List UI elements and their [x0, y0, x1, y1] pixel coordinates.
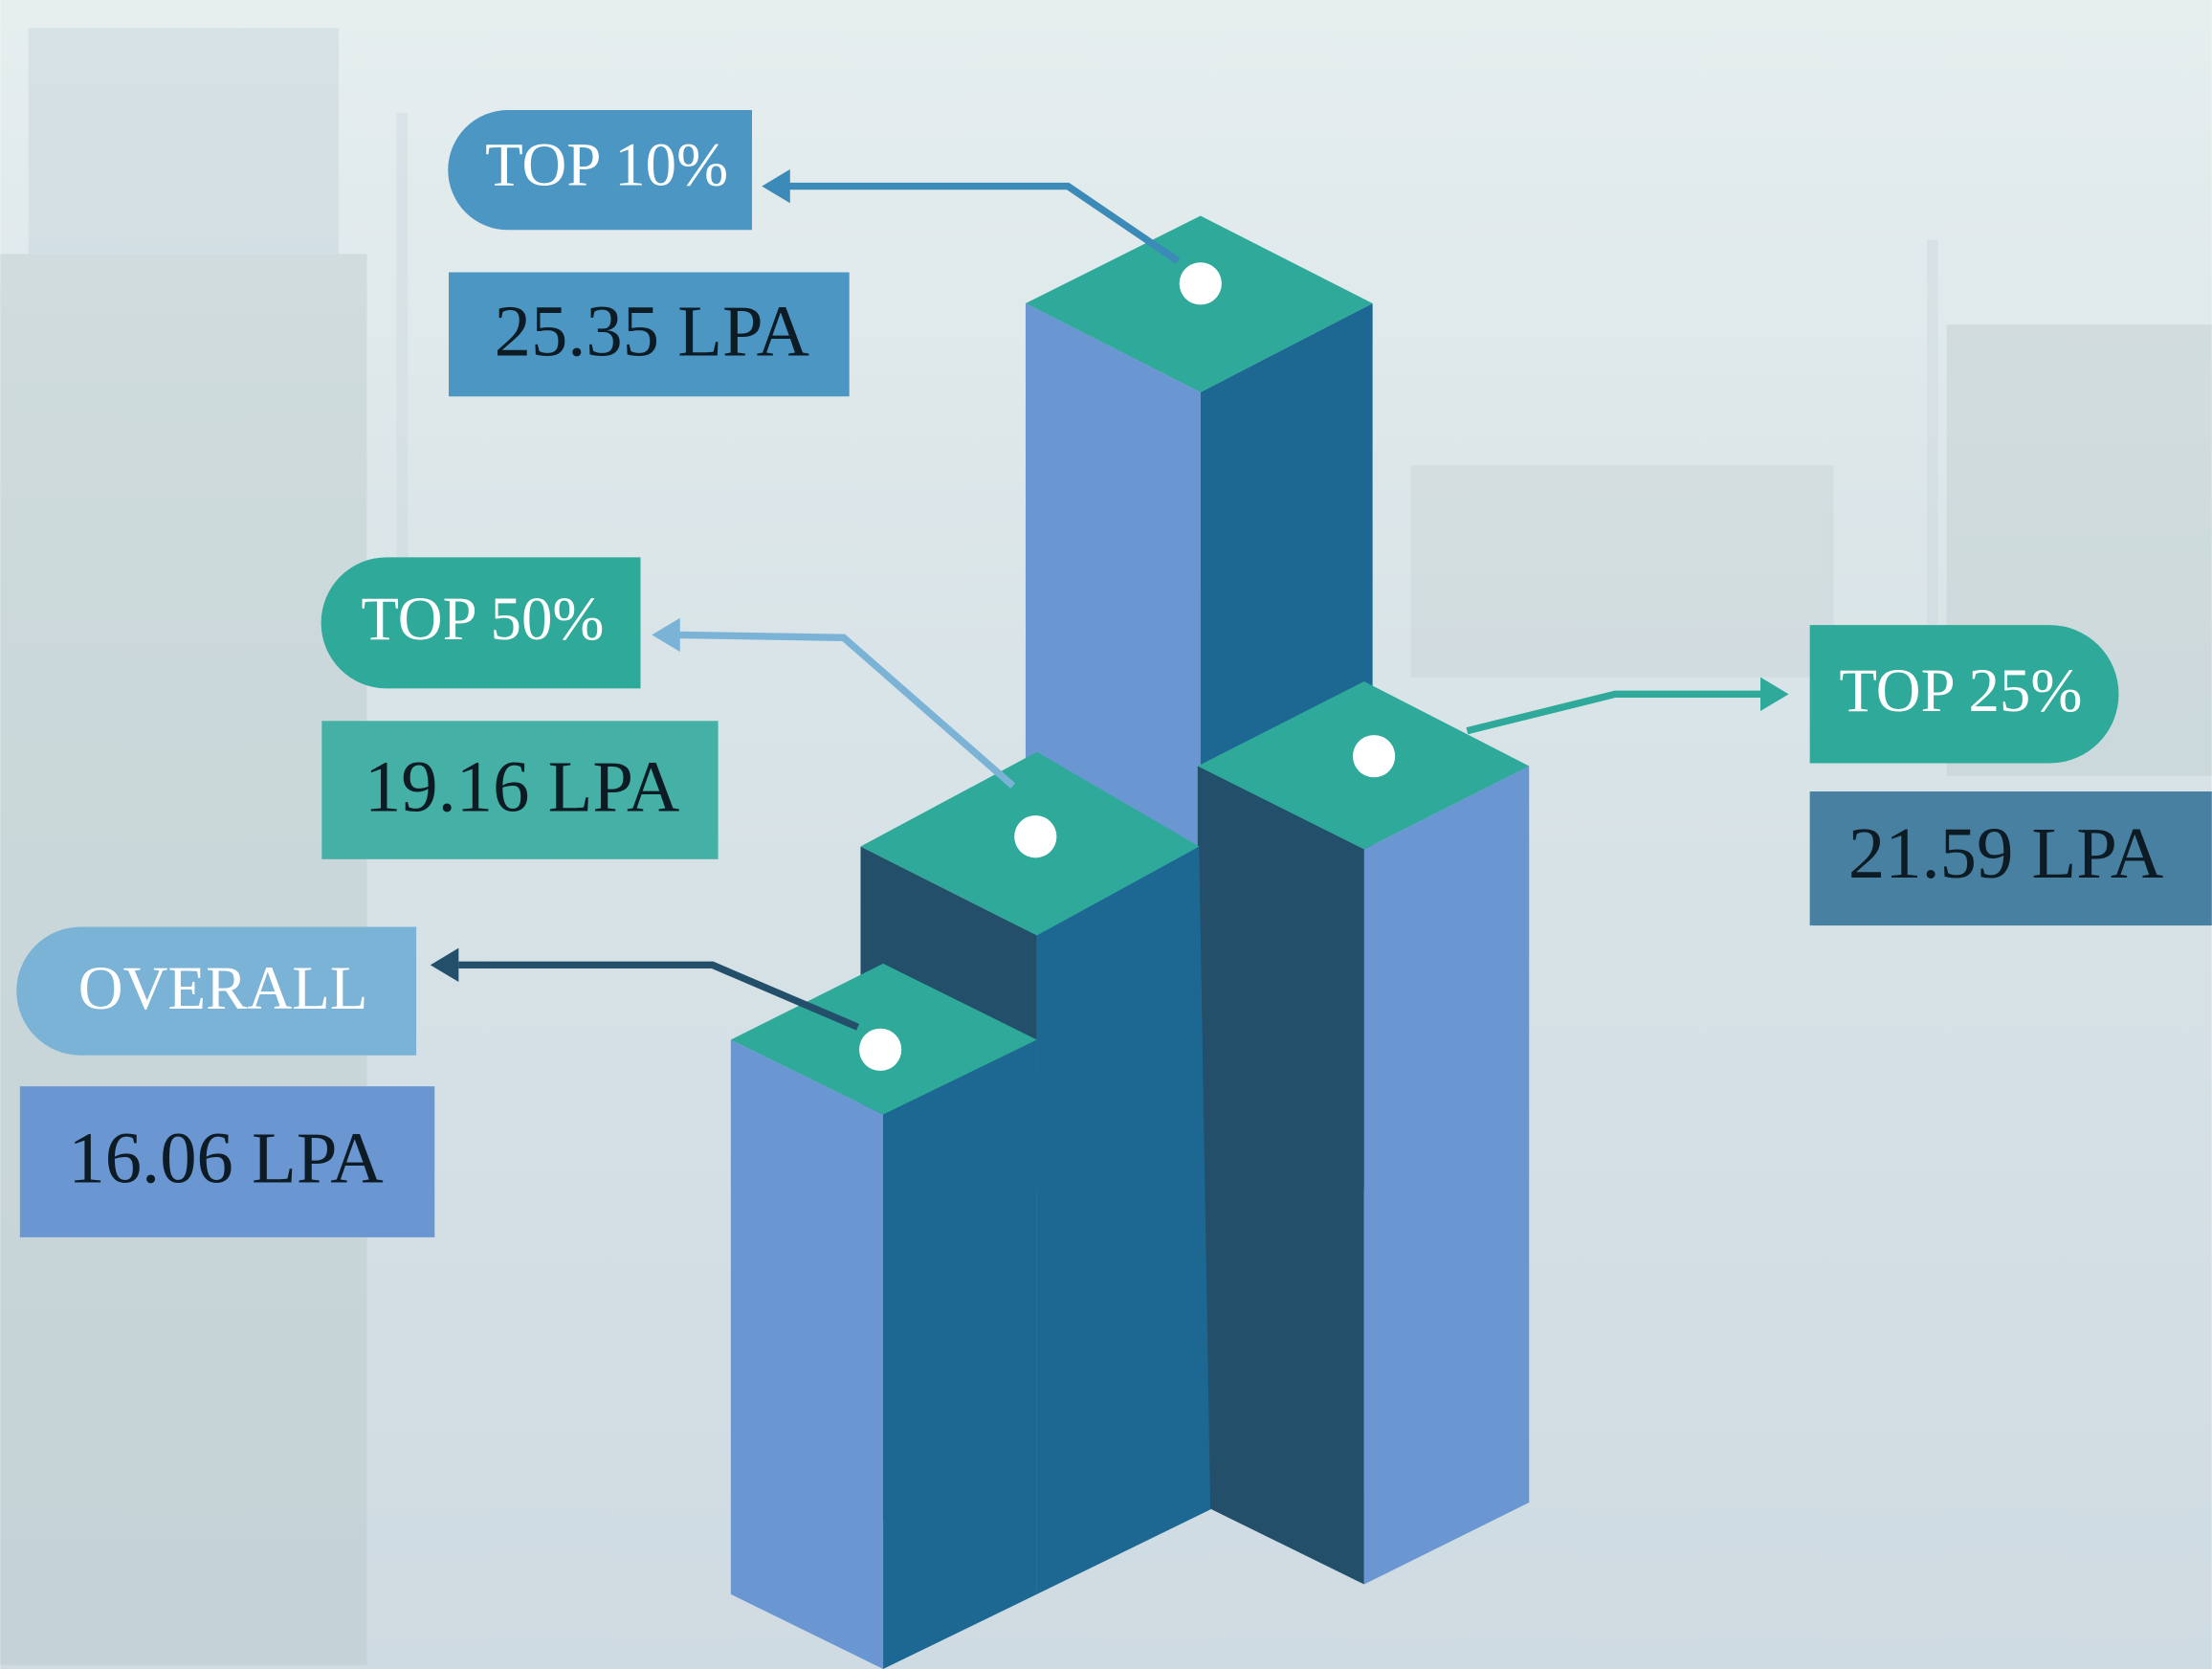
label: OVERALL — [78, 954, 368, 1023]
label-pill — [16, 926, 417, 1056]
bar-top-25 — [1197, 681, 1530, 1585]
connectors — [430, 168, 1789, 1031]
dots — [859, 262, 1396, 1071]
value-box — [321, 721, 719, 859]
label-pill — [1809, 625, 2119, 764]
label: TOP 10% — [485, 130, 728, 199]
value: 25.35 LPA — [495, 290, 809, 371]
label: TOP 50% — [361, 585, 604, 654]
value-box — [1809, 791, 2212, 926]
value-box — [449, 272, 850, 397]
value: 16.06 LPA — [68, 1117, 383, 1198]
value-box — [19, 1086, 435, 1237]
label: TOP 25% — [1839, 656, 2082, 725]
label-pill — [448, 109, 752, 231]
value: 19.16 LPA — [365, 746, 679, 828]
value: 21.59 LPA — [1848, 812, 2163, 894]
label-pill — [321, 557, 641, 689]
